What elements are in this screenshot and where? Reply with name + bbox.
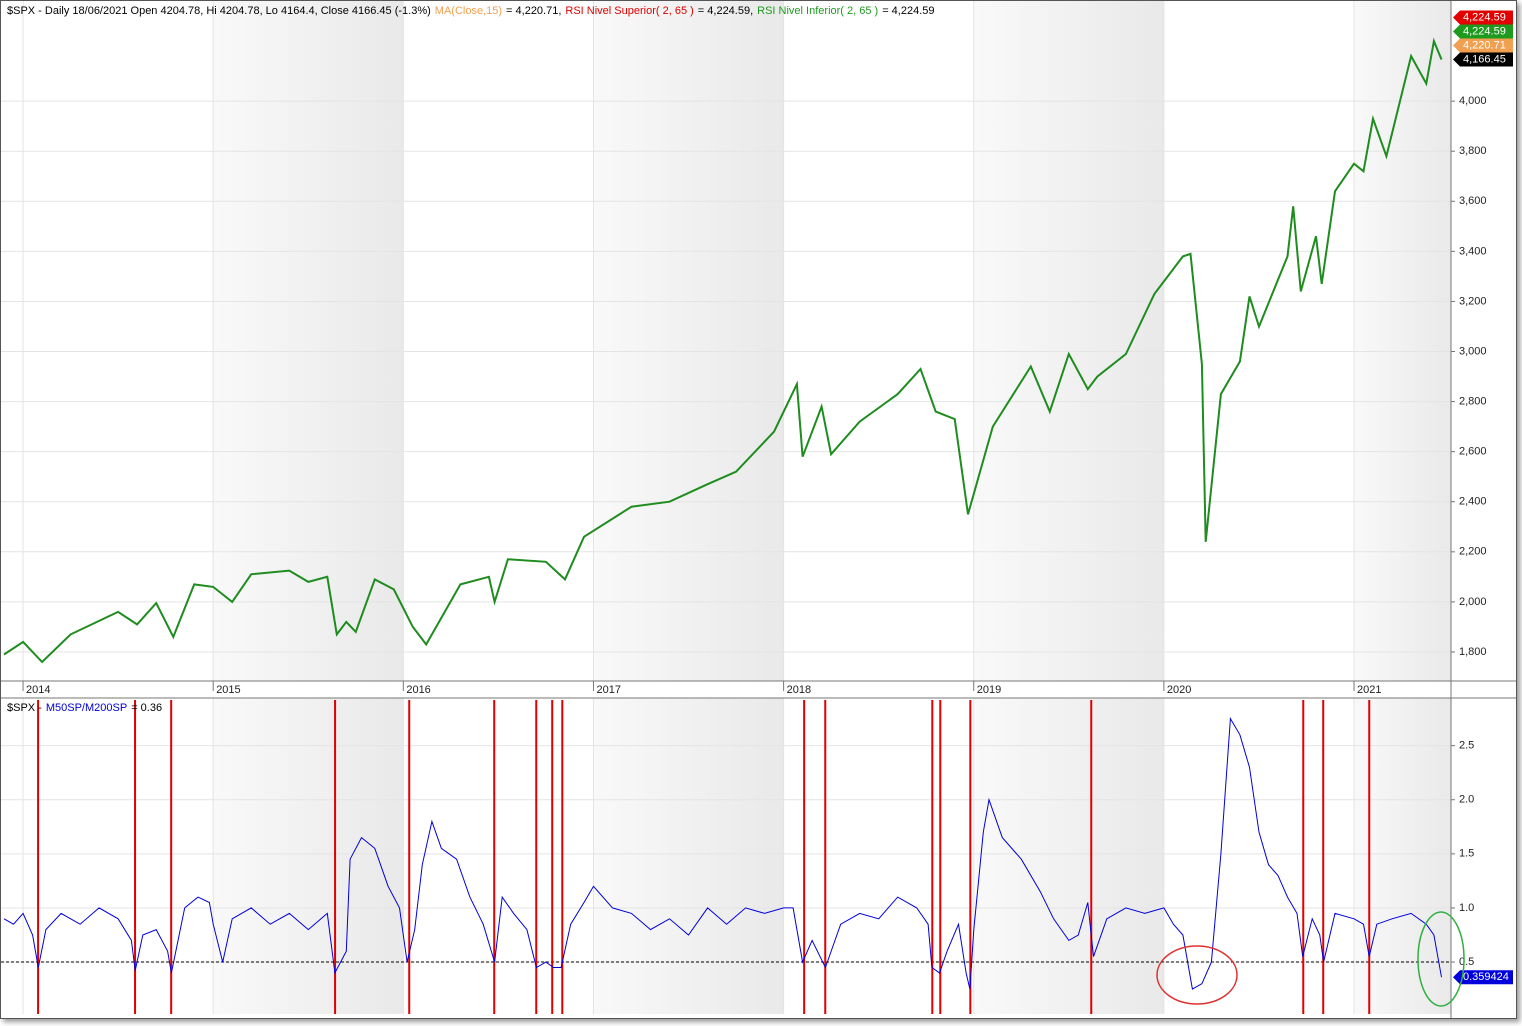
header-part: M50SP/M200SP [46, 702, 127, 714]
year-band [973, 1, 1164, 681]
y-tick-label: 2,800 [1459, 395, 1487, 407]
y-tick-label: 1.5 [1459, 848, 1474, 860]
y-tick-label: 2.5 [1459, 740, 1474, 752]
y-tick-label: 3,800 [1459, 145, 1487, 157]
data-line [3, 716, 1442, 990]
value-tag [1453, 38, 1513, 53]
year-band [1354, 1, 1451, 681]
header: $SPX - M50SP/M200SP = 0.36 [7, 702, 162, 714]
header-part: = 4,220.71, [506, 5, 561, 17]
y-tick-label: 2,200 [1459, 546, 1487, 558]
data-line [3, 37, 1443, 664]
year-band [593, 1, 784, 681]
header-part: = 4,224.59, [698, 5, 753, 17]
header-part: = 0.36 [131, 702, 162, 714]
header-part: RSI Nivel Inferior( 2, 65 ) [757, 5, 878, 17]
x-tick-label: 2020 [1167, 684, 1191, 696]
header-part: RSI Nivel Superior( 2, 65 ) [565, 5, 693, 17]
x-tick-label: 2019 [977, 684, 1001, 696]
x-tick-label: 2021 [1357, 684, 1381, 696]
year-band [213, 698, 404, 1014]
header-part: $SPX - Daily 18/06/2021 Open 4204.78, Hi… [7, 5, 431, 17]
value-tag [1453, 10, 1513, 25]
header-part: = 4,224.59 [882, 5, 934, 17]
header-part: MA(Close,15) [435, 5, 502, 17]
y-tick-label: 4,000 [1459, 95, 1487, 107]
y-tick-label: 2.0 [1459, 794, 1474, 806]
y-tick-label: 1.0 [1459, 902, 1474, 914]
value-tag-label: 4,166.45 [1463, 53, 1506, 65]
value-tag [1453, 970, 1513, 985]
x-tick-label: 2018 [787, 684, 811, 696]
value-tag-label: 4,224.59 [1463, 11, 1506, 23]
value-tag-label: 4,224.59 [1463, 25, 1506, 37]
annotation-circle [1156, 945, 1238, 1005]
header: $SPX - Daily 18/06/2021 Open 4204.78, Hi… [7, 5, 935, 17]
x-tick-label: 2014 [26, 684, 50, 696]
y-tick-label: 2,400 [1459, 496, 1487, 508]
header-part: $SPX - [7, 702, 42, 714]
x-tick-label: 2015 [216, 684, 240, 696]
y-tick-label: 1,800 [1459, 646, 1487, 658]
y-tick-label: 2,600 [1459, 446, 1487, 458]
y-tick-label: 3,000 [1459, 345, 1487, 357]
annotation-circle [1417, 911, 1465, 1007]
value-tag-label: 4,220.71 [1463, 39, 1506, 51]
y-tick-label: 3,400 [1459, 245, 1487, 257]
value-tag [1453, 52, 1513, 67]
y-tick-label: 0.5 [1459, 956, 1474, 968]
value-tag-label: 0.359424 [1463, 971, 1509, 983]
y-tick-label: 3,600 [1459, 195, 1487, 207]
value-tag [1453, 24, 1513, 39]
year-band [213, 1, 404, 681]
y-tick-label: 3,200 [1459, 295, 1487, 307]
year-band [973, 698, 1164, 1014]
x-tick-label: 2016 [406, 684, 430, 696]
y-tick-label: 2,000 [1459, 596, 1487, 608]
x-tick-label: 2017 [596, 684, 620, 696]
year-band [593, 698, 784, 1014]
